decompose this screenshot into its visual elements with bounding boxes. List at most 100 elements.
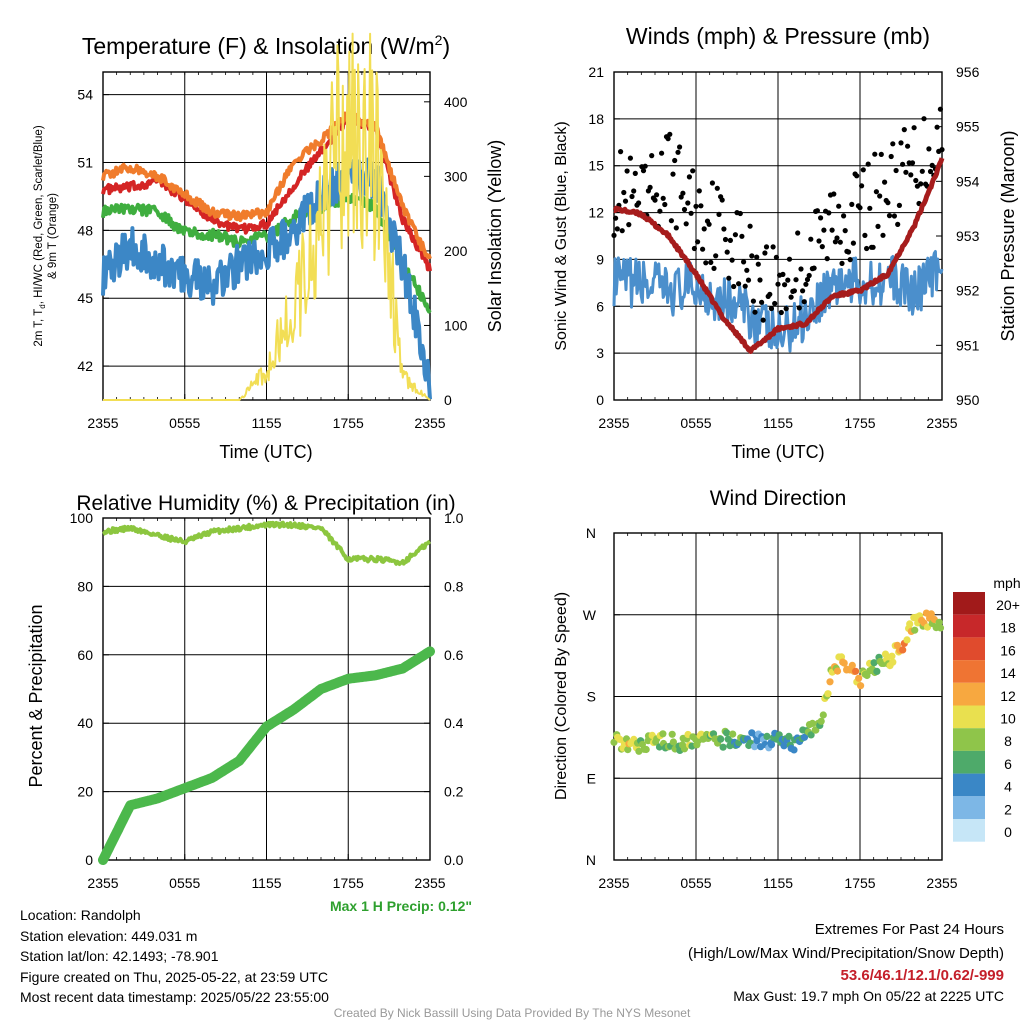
gust-point	[665, 136, 671, 142]
gust-point	[911, 125, 917, 131]
gust-point	[834, 235, 840, 241]
wind-y-tick-label: 3	[596, 345, 604, 361]
gust-point	[675, 149, 681, 155]
legend-swatch	[953, 728, 985, 751]
gust-point	[724, 249, 730, 255]
wind-x-tick-label: 2355	[926, 415, 957, 431]
legend-swatch	[953, 819, 985, 842]
gust-point	[649, 153, 655, 159]
gust-point	[806, 272, 812, 279]
dir-point	[669, 738, 678, 746]
dir-point	[642, 745, 650, 754]
gust-point	[921, 116, 927, 122]
credit-text: Created By Nick Bassill Using Data Provi…	[333, 1006, 691, 1020]
wind-x-tick-label: 1155	[763, 415, 793, 431]
gust-point	[939, 147, 945, 153]
dir-point	[889, 658, 897, 666]
temp-x-tick-label: 1155	[251, 415, 281, 431]
gust-point	[808, 236, 814, 242]
gust-point	[739, 233, 745, 239]
legend-label: 16	[1000, 642, 1016, 658]
gust-point	[767, 291, 773, 297]
gust-point	[768, 305, 775, 312]
dir-x-tick-label: 1155	[763, 875, 793, 891]
gust-point	[737, 210, 743, 217]
gust-point	[831, 191, 837, 197]
rh-x-tick-label: 1755	[333, 875, 364, 891]
gust-point	[819, 244, 825, 250]
rh-y2-tick-label: 0.6	[444, 647, 464, 663]
temp-ylabel-right: Solar Insolation (Yellow)	[485, 140, 505, 332]
wind-y2-tick-label: 950	[956, 392, 980, 408]
legend-label: 20+	[996, 597, 1020, 613]
gust-point	[686, 174, 693, 180]
rh-y-tick-label: 80	[77, 578, 93, 594]
gust-point	[873, 189, 880, 195]
dir-y-tick-label: N	[586, 525, 596, 541]
gust-point	[759, 299, 765, 305]
gust-point	[793, 277, 799, 283]
temp-y-tick-label: 42	[77, 358, 93, 374]
wind-y-tick-label: 18	[588, 111, 604, 127]
temp-y2-tick-label: 400	[444, 94, 468, 110]
rh-series-relative-humidity	[102, 520, 431, 566]
dir-point	[833, 667, 842, 675]
dir-point	[807, 731, 815, 739]
temp-y2-tick-label: 200	[444, 243, 468, 259]
gust-point	[729, 257, 735, 263]
gust-point	[750, 298, 757, 304]
gust-point	[714, 185, 720, 191]
gust-point	[811, 265, 817, 271]
gust-point	[745, 277, 752, 283]
elevation-text: Station elevation: 449.031 m	[20, 927, 198, 944]
gust-point	[880, 232, 886, 238]
gust-point	[640, 168, 647, 174]
dir-point	[826, 678, 834, 686]
gust-point	[864, 245, 870, 252]
gust-point	[757, 277, 763, 283]
gust-point	[791, 288, 798, 294]
rh-y2-tick-label: 0.8	[444, 578, 464, 594]
rh-y-tick-label: 60	[77, 647, 93, 663]
gust-point	[788, 294, 794, 300]
wind-y2-tick-label: 951	[956, 337, 980, 353]
gust-point	[870, 244, 876, 250]
gust-point	[857, 205, 863, 211]
dir-point	[819, 711, 827, 719]
legend-swatch	[953, 796, 985, 819]
gust-point	[670, 171, 676, 177]
gust-point	[780, 271, 786, 277]
gust-point	[800, 288, 806, 294]
gust-point	[744, 267, 750, 273]
gust-point	[888, 153, 894, 160]
dir-point	[729, 730, 737, 738]
temp-ylabel-line2: & 9m T (Orange)	[47, 193, 59, 279]
gust-point	[690, 168, 696, 174]
dir-y-tick-label: N	[586, 852, 596, 868]
gust-point	[905, 143, 911, 149]
gust-point	[890, 141, 896, 147]
dir-point	[870, 659, 878, 667]
dir-point	[616, 735, 624, 744]
gust-point	[872, 151, 878, 157]
dir-x-tick-label: 2355	[926, 875, 957, 891]
gust-point	[726, 275, 732, 281]
gust-point	[878, 151, 884, 157]
gust-point	[829, 227, 835, 233]
gust-point	[798, 266, 804, 272]
gust-point	[722, 236, 729, 243]
gust-point	[732, 232, 739, 238]
legend-swatch	[953, 705, 985, 729]
dir-point	[857, 682, 865, 690]
max-precip-label: Max 1 H Precip: 0.12"	[330, 898, 472, 914]
gust-point	[859, 183, 865, 189]
wind-y-tick-label: 21	[588, 64, 604, 80]
gust-point	[803, 281, 809, 287]
gust-point	[836, 203, 842, 209]
legend-swatch	[953, 660, 985, 683]
gust-point	[711, 265, 717, 271]
gust-point	[742, 283, 748, 289]
dir-point	[840, 659, 848, 667]
gust-point	[782, 282, 788, 288]
